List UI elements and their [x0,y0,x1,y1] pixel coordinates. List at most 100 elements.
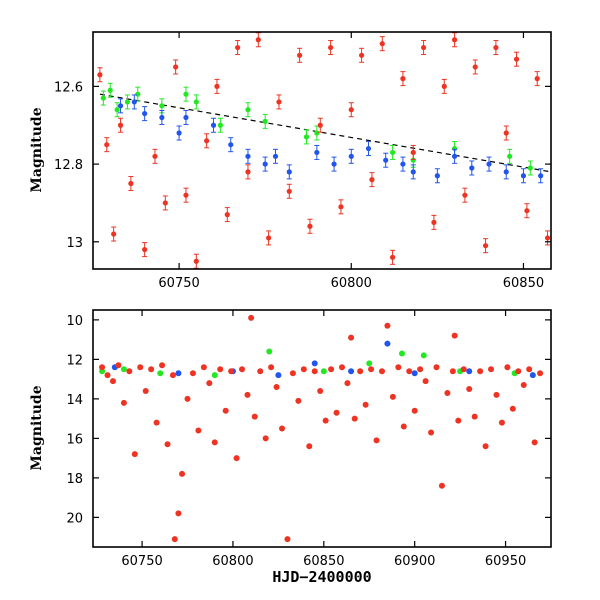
top-series-2-point [224,207,230,223]
top-series-1-point [520,168,527,184]
top-series-1-point [400,156,406,172]
bottom-series-2-point [189,370,196,377]
top-x-tick-label: 60850 [503,276,544,291]
top-series-2-point [534,71,540,87]
top-series-1-point [117,98,124,114]
bottom-series-2-point [251,413,258,420]
top-series-2-point [544,230,551,246]
top-series-2-point [317,117,323,133]
bottom-series-2-point [444,389,451,396]
bottom-series-2-point [257,368,264,375]
top-axes: 60750 60800 60850 12.6 12.8 13 [54,32,551,291]
top-trend-line [99,93,551,173]
top-series-2-point [410,144,416,160]
top-series-2-point [162,195,168,211]
top-series-2-point [431,214,437,230]
top-series-0-point [314,125,320,141]
top-series-0-point [193,94,199,110]
bottom-series-0-point [266,348,273,355]
bottom-x-tick-label: 60950 [485,554,526,569]
bottom-x-tick-label: 60900 [394,554,435,569]
bottom-series-2-point [471,413,478,420]
bottom-series-2-point [422,378,429,385]
top-x-tick-label: 60800 [331,276,372,291]
top-series-2-point [379,36,385,52]
bottom-series-2-point [395,364,402,371]
top-y-tick-label: 12.8 [54,158,83,173]
top-panel: 60750 60800 60850 12.6 12.8 13 Magnitude [29,31,552,291]
bottom-series-2-point [466,386,473,392]
bottom-series-2-point [433,364,440,371]
top-series-2-point [193,253,199,269]
bottom-series-2-point [175,510,182,517]
bottom-series-2-point [131,451,138,458]
bottom-series-0-point [420,352,427,359]
top-series-2-point [173,59,179,75]
top-series-1-point [486,156,492,172]
top-series-2-point [359,47,365,63]
top-series-1-point [348,148,354,164]
bottom-series-2-point [222,407,229,414]
bottom-series-2-point [344,380,351,387]
bottom-series-2-point [171,536,178,543]
bottom-series-2-point [455,417,462,424]
top-series-1-point [286,164,292,180]
bottom-series-2-point [169,372,176,379]
bottom-series-2-point [244,391,251,398]
bottom-y-axis-label: Magnitude [29,385,45,470]
bottom-series-2-point [362,401,369,408]
bottom-series-1-point [311,360,318,367]
bottom-x-tick-label: 60850 [303,554,344,569]
top-series-0-point [262,113,268,129]
top-series-2-point [369,172,375,188]
bottom-series-2-point [389,393,396,400]
bottom-series-2-point [338,364,345,371]
bottom-series-2-point [115,362,122,369]
bottom-series-2-point [368,366,375,373]
top-series-2-point [204,133,210,149]
top-series-1-point [451,148,458,164]
bottom-axes: 60750 60800 60850 60900 60950 10 12 14 16 18 20 [66,310,551,569]
top-series-1-point [538,168,544,184]
bottom-series-1-point [411,370,418,377]
bottom-series-2-point [109,378,116,385]
top-series-0-point [527,160,533,176]
bottom-series-2-point [477,368,484,375]
top-series-1-point [314,144,320,160]
top-series-1-point [210,117,217,133]
bottom-series-2-point [509,405,516,412]
top-series-2-point [286,183,292,199]
top-series-2-point [97,67,103,83]
bottom-data-layer [99,314,544,543]
bottom-series-2-point [148,366,155,373]
bottom-series-2-point [233,455,240,462]
bottom-series-2-point [460,366,467,373]
bottom-series-2-point [351,415,358,422]
top-series-2-point [117,117,124,133]
bottom-y-tick-label: 16 [66,432,83,447]
bottom-series-1-point [529,372,536,379]
top-series-1-point [131,94,137,110]
top-series-2-point [111,226,117,242]
top-series-1-point [228,137,234,153]
bottom-series-2-point [295,397,302,404]
bottom-series-2-point [137,364,144,371]
bottom-series-2-point [493,391,500,398]
bottom-series-2-point [411,407,418,414]
top-plot-frame [92,31,552,270]
bottom-series-1-point [275,372,282,379]
top-series-1-point [245,148,251,164]
bottom-series-2-point [262,435,269,442]
bottom-series-0-point [157,370,164,377]
bottom-series-2-point [284,536,291,543]
bottom-series-2-point [273,384,280,391]
top-series-2-point [513,51,520,67]
bottom-series-2-point [184,395,191,402]
bottom-series-2-point [211,439,218,446]
bottom-y-tick-label: 14 [66,393,83,408]
top-series-2-point [389,249,396,265]
top-series-2-point [462,187,468,203]
top-y-tick-label: 12.6 [54,80,83,95]
top-series-0-point [100,90,106,106]
